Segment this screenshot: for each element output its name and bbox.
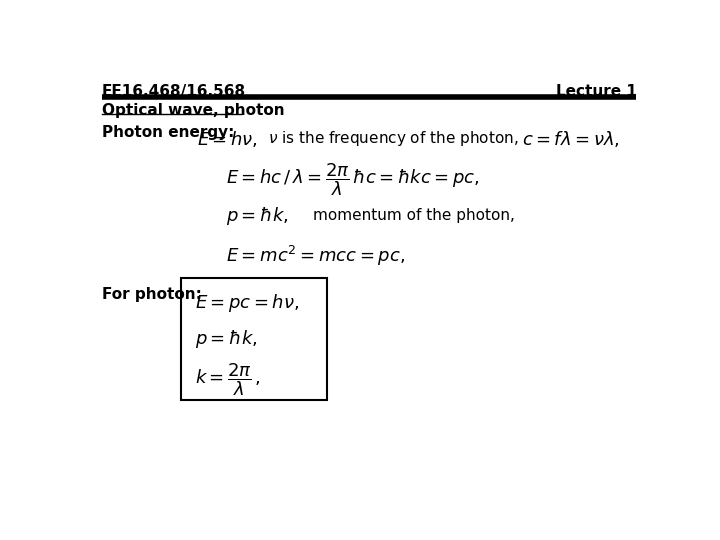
Text: Lecture 1: Lecture 1 <box>556 84 636 99</box>
Text: $E = mc^2 = mcc = pc,$: $E = mc^2 = mcc = pc,$ <box>225 244 405 267</box>
Text: $p = \hbar k,$: $p = \hbar k,$ <box>195 328 258 350</box>
Text: $k = \dfrac{2\pi}{\lambda}\,,$: $k = \dfrac{2\pi}{\lambda}\,,$ <box>195 361 261 398</box>
Text: $\nu$ is the frequency of the photon,: $\nu$ is the frequency of the photon, <box>269 130 518 148</box>
Text: $c = f\lambda = \nu\lambda,$: $c = f\lambda = \nu\lambda,$ <box>523 130 620 150</box>
Text: $E = hc\,/\,\lambda = \dfrac{2\pi}{\lambda}\,\hbar c = \hbar kc = pc,$: $E = hc\,/\,\lambda = \dfrac{2\pi}{\lamb… <box>225 161 480 198</box>
Text: For photon:: For photon: <box>102 287 202 301</box>
Text: $p = \hbar k,$: $p = \hbar k,$ <box>225 205 288 227</box>
Text: $E = h\nu,$: $E = h\nu,$ <box>197 130 258 150</box>
Text: momentum of the photon,: momentum of the photon, <box>313 208 515 223</box>
Text: EE16.468/16.568: EE16.468/16.568 <box>102 84 246 99</box>
Text: Photon energy:: Photon energy: <box>102 125 234 140</box>
FancyBboxPatch shape <box>181 278 327 400</box>
Text: Optical wave, photon: Optical wave, photon <box>102 103 284 118</box>
Text: $E = pc = h\nu,$: $E = pc = h\nu,$ <box>195 292 300 314</box>
